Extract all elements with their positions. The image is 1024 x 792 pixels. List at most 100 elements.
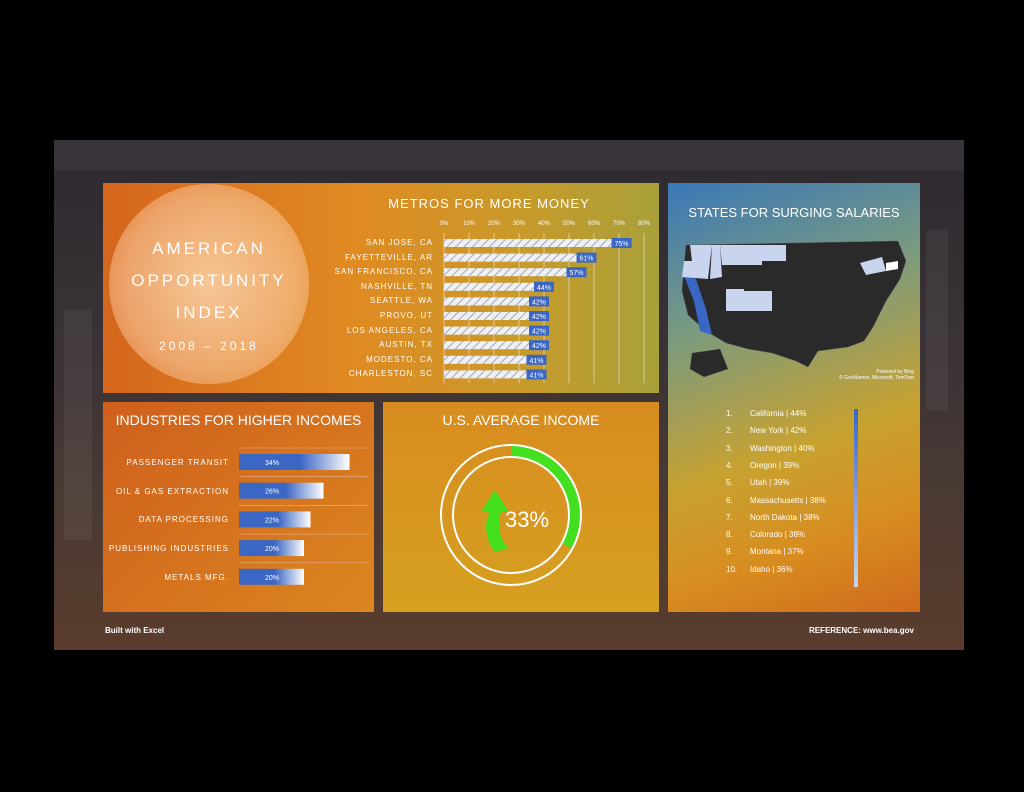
state-rank: 7. [726, 512, 733, 522]
industries-category-label: METALS MFG. [164, 572, 229, 582]
state-washington [690, 245, 712, 261]
state-entry: Colorado | 38% [750, 530, 805, 540]
up-arrow-icon [481, 490, 509, 552]
metros-x-tick: 80% [637, 221, 650, 227]
state-alaska [690, 349, 728, 377]
industries-bar-value-label: 20% [265, 575, 279, 582]
state-entry: Idaho | 36% [750, 564, 793, 574]
metros-bar-value-label: 57% [569, 270, 583, 277]
state-entry: New York | 42% [750, 426, 807, 436]
state-rank: 5. [726, 478, 733, 488]
footer-reference: REFERENCE: www.bea.gov [808, 626, 914, 635]
state-entry: Massachusetts | 38% [750, 495, 826, 505]
average-income-panel: U.S. AVERAGE INCOME 33% [383, 402, 659, 612]
state-north-dakota [762, 245, 786, 261]
industries-bar [239, 511, 311, 528]
state-entry: Montana | 37% [750, 547, 804, 557]
map-credit: Powered by Bing © GeoNames, Microsoft, T… [839, 369, 914, 381]
donut-value-arc [510, 445, 581, 549]
metros-bar [444, 326, 549, 335]
footer-built-with: Built with Excel [105, 626, 165, 635]
metros-chart-title: METROS FOR MORE MONEY [388, 196, 590, 211]
industries-bar-value-label: 22% [265, 517, 279, 524]
hero-title-line-1: AMERICAN [152, 239, 266, 258]
state-montana [720, 245, 762, 265]
metros-category-label: FAYETTEVILLE, AR [345, 252, 433, 262]
average-income-title: U.S. AVERAGE INCOME [442, 412, 600, 428]
us-map [681, 240, 907, 377]
industries-category-label: OIL & GAS EXTRACTION [115, 486, 229, 496]
state-entry: Washington | 40% [750, 443, 815, 453]
state-entry: California | 44% [750, 409, 807, 418]
metros-bar-value-tag [529, 296, 549, 307]
hero-metros-panel: AMERICAN OPPORTUNITY INDEX 2008 – 2018 M… [103, 183, 659, 393]
metros-bar-value-label: 42% [532, 314, 546, 321]
state-entry: Oregon | 39% [750, 460, 800, 470]
metros-bar-value-label: 41% [529, 358, 543, 365]
metros-category-label: LOS ANGELES, CA [346, 325, 433, 335]
metros-bar [444, 297, 549, 306]
metros-category-label: PROVO, UT [379, 311, 433, 320]
background-pillar-left [64, 310, 92, 540]
metros-x-tick: 10% [462, 221, 475, 227]
hero-years: 2008 – 2018 [159, 339, 259, 353]
dashboard-slide: AMERICAN OPPORTUNITY INDEX 2008 – 2018 M… [54, 140, 964, 650]
industries-bar [239, 482, 324, 499]
metros-category-label: SEATTLE, WA [369, 296, 433, 306]
background-ceiling [54, 140, 964, 170]
state-colorado [744, 291, 772, 311]
donut-outer-ring [440, 444, 582, 586]
state-entry: North Dakota | 38% [750, 512, 820, 522]
industries-category-label: DATA PROCESSING [138, 515, 229, 525]
metros-bar [444, 312, 549, 320]
metros-bar-value-tag [529, 325, 549, 336]
industries-bar [239, 568, 304, 585]
metros-bar-value-tag [611, 238, 632, 248]
hero-title-line-2: OPPORTUNITY [131, 271, 287, 290]
metros-bar-value-tag [566, 267, 587, 278]
metros-bar-value-label: 44% [537, 285, 551, 292]
state-rank: 6. [726, 495, 733, 505]
metros-bar-value-label: 75% [614, 241, 628, 248]
metros-x-tick: 50% [562, 221, 575, 227]
metros-bar [444, 282, 554, 291]
background-pillar-right [926, 230, 948, 410]
metros-bar [444, 341, 549, 350]
state-rank: 3. [726, 443, 733, 453]
metros-bar [444, 253, 597, 262]
industries-category-label: PUBLISHING INDUSTRIES [108, 544, 229, 554]
industries-bar-value-label: 34% [265, 460, 279, 467]
metros-x-tick: 40% [537, 221, 550, 227]
average-income-value: 33% [505, 507, 549, 532]
metros-bar [444, 370, 547, 379]
metros-bar-value-label: 61% [579, 256, 593, 263]
industries-category-label: PASSENGER TRANSIT [126, 458, 229, 467]
industries-bar-value-label: 26% [265, 489, 279, 496]
metros-bar-value-tag [534, 281, 554, 292]
state-utah [726, 289, 744, 311]
metros-bar [444, 268, 587, 277]
state-entry: Utah | 39% [750, 478, 790, 488]
state-new-york [860, 257, 886, 275]
metros-category-label: SAN JOSE, CA [365, 238, 433, 247]
metros-category-label: NASHVILLE, TN [361, 281, 433, 291]
metros-bar-chart: 75% 61% 57% 44% 42% 42% 42% 42% 41% 41% [443, 233, 645, 383]
hero-circle [109, 184, 309, 384]
metros-bar-value-label: 41% [529, 372, 543, 379]
hero-title-line-3: INDEX [175, 303, 243, 322]
metros-category-label: MODESTO, CA [366, 354, 433, 364]
industries-bar [239, 540, 304, 557]
industries-bar-value-label: 20% [265, 546, 279, 553]
state-california [682, 271, 712, 335]
state-rank: 1. [726, 409, 733, 418]
industries-bar-chart: 34% 26% 22% 20% 20% [239, 447, 369, 585]
donut-inner-ring [452, 456, 570, 574]
state-rank: 8. [726, 530, 733, 540]
average-income-donut: 33% [440, 444, 582, 586]
metros-bar-value-label: 42% [532, 299, 546, 306]
industries-chart-title: INDUSTRIES FOR HIGHER INCOMES [115, 412, 362, 428]
map-credit-sources: © GeoNames, Microsoft, TomTom [839, 375, 914, 381]
state-rank: 9. [726, 547, 733, 557]
metros-x-tick: 60% [587, 221, 600, 227]
state-rank: 2. [726, 426, 733, 436]
